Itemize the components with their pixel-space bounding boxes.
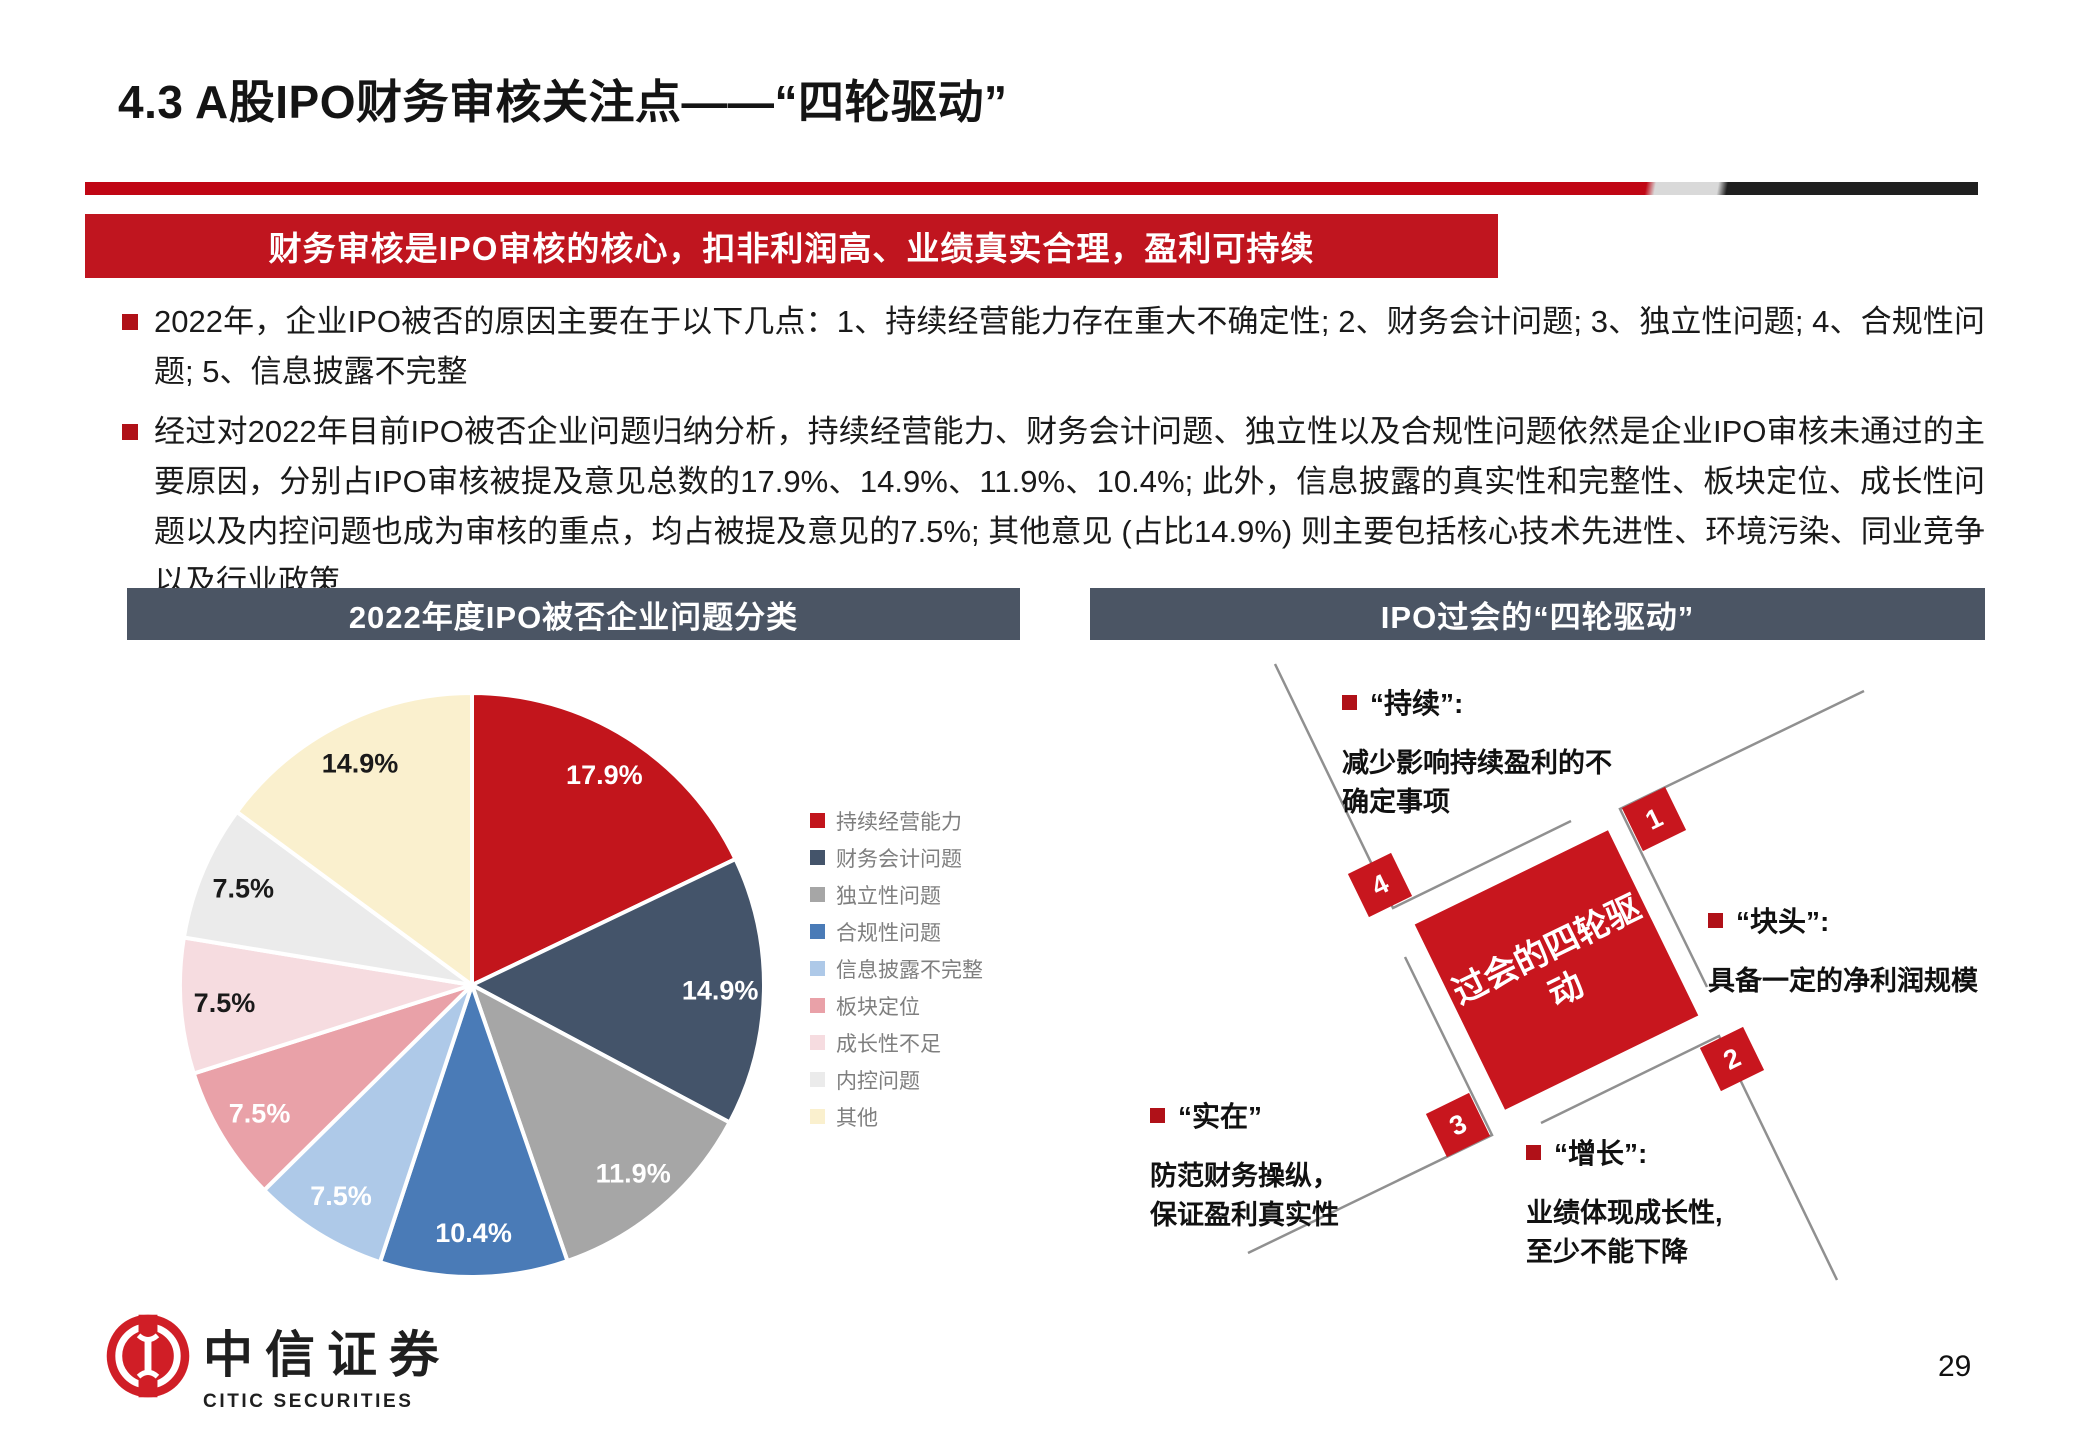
legend-item: 财务会计问题 xyxy=(810,839,983,876)
legend-label: 信息披露不完整 xyxy=(836,958,983,982)
wheel-desc-text: 减少影响持续盈利的不 确定事项 xyxy=(1342,748,1612,817)
legend-swatch-icon xyxy=(810,924,825,939)
bullet-text: 经过对2022年目前IPO被否企业问题归纳分析，持续经营能力、财务会计问题、独立… xyxy=(154,414,1985,599)
legend-label: 板块定位 xyxy=(836,995,920,1019)
bullet-item: 经过对2022年目前IPO被否企业问题归纳分析，持续经营能力、财务会计问题、独立… xyxy=(122,407,1985,607)
legend-swatch-icon xyxy=(810,887,825,902)
pie-slice-label: 14.9% xyxy=(322,748,399,778)
wheel-title-text: “持续”: xyxy=(1370,688,1464,719)
bullet-square-icon xyxy=(1526,1144,1541,1160)
bullet-square-icon xyxy=(1708,912,1723,928)
legend-swatch-icon xyxy=(810,1035,825,1050)
legend-item: 独立性问题 xyxy=(810,876,983,913)
legend-item: 板块定位 xyxy=(810,987,983,1024)
legend-label: 合规性问题 xyxy=(836,921,941,945)
legend-label: 财务会计问题 xyxy=(836,847,962,871)
legend-item: 合规性问题 xyxy=(810,913,983,950)
pie-slice-label: 11.9% xyxy=(596,1159,671,1189)
pie-slice-label: 7.5% xyxy=(310,1181,372,1211)
pie-slice xyxy=(191,983,474,1194)
wheel-label-growth: “增长”: 业绩体现成长性, 至少不能下降 xyxy=(1526,1132,1886,1272)
pie-slice-label: 10.4% xyxy=(435,1218,512,1248)
wheel-desc-text: 业绩体现成长性, 至少不能下降 xyxy=(1526,1198,1723,1267)
pie-slice xyxy=(261,983,474,1265)
pie-slice xyxy=(178,935,473,1076)
wheel-label-real: “实在” 防范财务操纵， 保证盈利真实性 xyxy=(1150,1095,1490,1235)
legend-swatch-icon xyxy=(810,1109,825,1124)
pie-slice-label: 14.9% xyxy=(682,975,759,1005)
pie-chart-header: 2022年度IPO被否企业问题分类 xyxy=(127,588,1020,640)
pie-chart-panel: 17.9% 14.9% 11.9% 10.4% 7.5% 7.5% 7.5% 7.5% 14.9… xyxy=(95,645,1020,1310)
road-line-right xyxy=(1618,689,1865,988)
pie-slice xyxy=(181,809,474,987)
wheel-label-size: “块头”: 具备一定的净利润规模 xyxy=(1708,900,2078,1001)
legend-swatch-icon xyxy=(810,813,825,828)
pie-slice xyxy=(468,980,733,1264)
legend-swatch-icon xyxy=(810,961,825,976)
legend-label: 成长性不足 xyxy=(836,1032,941,1056)
road-line-left xyxy=(1247,956,1494,1255)
legend-label: 内控问题 xyxy=(836,1069,920,1093)
bullet-square-icon xyxy=(1342,694,1357,710)
pie-slice xyxy=(234,690,474,989)
pie-slice-label: 7.5% xyxy=(194,988,256,1018)
legend-item: 内控问题 xyxy=(810,1061,983,1098)
legend-swatch-icon xyxy=(810,998,825,1013)
bullet-square-icon xyxy=(122,314,138,330)
bullet-text: 2022年，企业IPO被否的原因主要在于以下几点：1、持续经营能力存在重大不确定… xyxy=(154,304,1985,389)
pie-slice xyxy=(467,856,766,1126)
pie-slice xyxy=(377,978,570,1279)
citic-emblem-icon xyxy=(106,1314,190,1398)
wheel-title-text: “实在” xyxy=(1178,1101,1263,1132)
road-line-top xyxy=(1273,663,1572,910)
legend-item: 成长性不足 xyxy=(810,1024,983,1061)
legend-swatch-icon xyxy=(810,850,825,865)
pie-slice-label: 7.5% xyxy=(229,1098,291,1128)
wheel-label-sustain: “持续”: 减少影响持续盈利的不 确定事项 xyxy=(1342,682,1702,822)
diagram-header: IPO过会的“四轮驱动” xyxy=(1090,588,1985,640)
bullet-square-icon xyxy=(1150,1107,1165,1123)
logo-chinese-name: 中信证券 xyxy=(203,1327,451,1383)
road-line-bottom xyxy=(1540,1034,1839,1281)
bullet-list: 2022年，企业IPO被否的原因主要在于以下几点：1、持续经营能力存在重大不确定… xyxy=(122,297,1985,617)
legend-label: 其他 xyxy=(836,1106,878,1130)
bullet-item: 2022年，企业IPO被否的原因主要在于以下几点：1、持续经营能力存在重大不确定… xyxy=(122,297,1985,397)
pie-legend: 持续经营能力 财务会计问题 独立性问题合规性问题信息披露不完整 板块定位成长性不足内控… xyxy=(810,802,983,1135)
wheel-title-text: “块头”: xyxy=(1736,906,1830,937)
page-title: 4.3 A股IPO财务审核关注点——“四轮驱动” xyxy=(118,76,1008,128)
four-wheel-diagram: 过会的四轮驱动 1 2 3 4 “持续”: 减少影响持续盈利的不 确定事项 “块… xyxy=(1090,650,1985,1310)
wheel-title-text: “增长”: xyxy=(1554,1138,1648,1169)
key-message-banner: 财务审核是IPO审核的核心，扣非利润高、业绩真实合理，盈利可持续 xyxy=(85,214,1498,278)
legend-item: 持续经营能力 xyxy=(810,802,983,839)
pie-slice xyxy=(470,690,739,989)
legend-swatch-icon xyxy=(810,1072,825,1087)
wheel-desc-text: 具备一定的净利润规模 xyxy=(1708,966,1978,996)
wheel-desc-text: 防范财务操纵， 保证盈利真实性 xyxy=(1150,1161,1339,1230)
pie-slice-label: 7.5% xyxy=(213,874,275,904)
logo-english-name: CITIC SECURITIES xyxy=(203,1391,414,1412)
pie-slice-label: 17.9% xyxy=(566,760,643,790)
page-number: 29 xyxy=(1938,1350,1972,1383)
title-underline-bar xyxy=(85,182,1978,195)
legend-label: 持续经营能力 xyxy=(836,810,962,834)
diagram-road-lines xyxy=(1247,663,1865,1281)
legend-item: 信息披露不完整 xyxy=(810,950,983,987)
legend-label: 独立性问题 xyxy=(836,884,941,908)
legend-item: 其他 xyxy=(810,1098,983,1135)
pie-chart: 17.9% 14.9% 11.9% 10.4% 7.5% 7.5% 7.5% 7.5% 14.9… xyxy=(178,690,766,1279)
citic-logo: 中信证券 CITIC SECURITIES xyxy=(105,1313,451,1413)
bullet-square-icon xyxy=(122,424,138,440)
